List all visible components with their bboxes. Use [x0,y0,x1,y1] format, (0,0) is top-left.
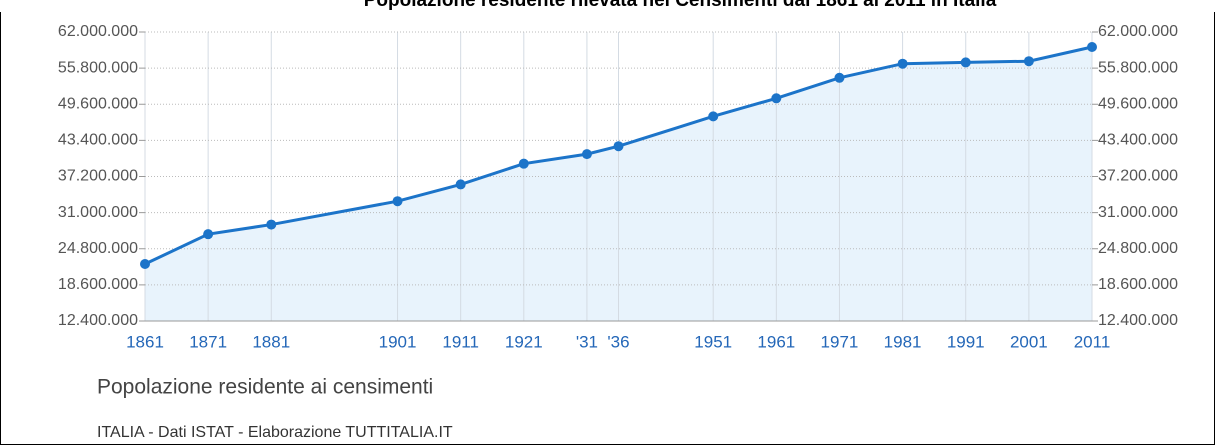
y-tick-label: 31.000.000 [58,204,138,221]
y-tick-label: 55.800.000 [58,59,138,76]
x-tick-label: 2001 [1010,332,1048,351]
point [266,219,277,230]
x-tick-label: '36 [607,332,629,351]
y-tick-label: 49.600.000 [58,95,138,112]
x-tick-label: 1951 [694,332,732,351]
chart-title: Popolazione residente rilevata nei Censi… [364,0,997,11]
point [613,141,624,152]
y2-tick-label: 43.400.000 [1098,132,1178,149]
y2-tick-label: 31.000.000 [1098,204,1178,221]
point [581,149,592,160]
x-tick-label: '31 [576,332,598,351]
point [203,229,214,240]
point [897,58,908,69]
x-tick-label: 1981 [884,332,922,351]
y-tick-label: 43.400.000 [58,132,138,149]
y-tick-label: 18.600.000 [58,276,138,293]
x-tick-label: 1921 [505,332,543,351]
x-tick-label: 1861 [126,332,164,351]
x-tick-label: 1901 [379,332,417,351]
x-tick-label: 1971 [821,332,859,351]
y2-tick-label: 55.800.000 [1098,59,1178,76]
source-note: ITALIA - Dati ISTAT - Elaborazione TUTTI… [97,424,453,441]
point [708,111,719,122]
point [455,179,466,190]
point [392,196,403,207]
x-tick-label: 1961 [757,332,795,351]
x-tick-label: 1911 [442,332,479,351]
point [1087,41,1097,52]
y2-tick-label: 12.400.000 [1098,312,1178,329]
y2-tick-label: 37.200.000 [1098,168,1178,185]
y-tick-label: 12.400.000 [58,312,138,329]
x-tick-label: 1871 [189,332,227,351]
y2-tick-label: 18.600.000 [1098,276,1178,293]
y2-tick-label: 62.000.000 [1098,23,1178,40]
y-tick-label: 37.200.000 [58,168,138,185]
y2-tick-label: 24.800.000 [1098,240,1178,257]
y2-tick-label: 49.600.000 [1098,95,1178,112]
point [518,158,529,169]
x-tick-label: 1991 [947,332,985,351]
legend-label: Popolazione residente ai censimenti [97,376,433,399]
point [960,57,971,68]
point [1023,56,1034,67]
y-tick-label: 24.800.000 [58,240,138,257]
point [140,259,150,270]
y-tick-label: 62.000.000 [58,23,138,40]
x-tick-label: 1881 [252,332,290,351]
point [834,72,845,83]
point [771,93,782,104]
x-tick-label: 2011 [1074,332,1111,351]
